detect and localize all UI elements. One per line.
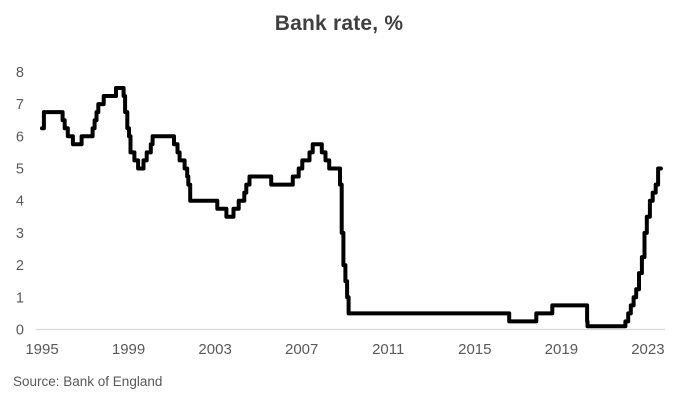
y-tick-label: 6 bbox=[16, 129, 24, 145]
chart-title: Bank rate, % bbox=[274, 12, 404, 35]
x-tick-label: 2007 bbox=[285, 341, 318, 358]
source-caption: Source: Bank of England bbox=[13, 374, 163, 389]
x-tick-label: 2011 bbox=[372, 341, 404, 358]
y-tick-label: 5 bbox=[16, 162, 24, 178]
y-tick-label: 2 bbox=[16, 258, 24, 274]
x-tick-label: 2015 bbox=[458, 341, 491, 358]
x-tick-label: 2019 bbox=[545, 341, 578, 358]
y-tick-label: 0 bbox=[16, 323, 24, 339]
x-tick-label: 1995 bbox=[25, 341, 58, 358]
y-tick-label: 3 bbox=[16, 226, 24, 242]
y-tick-label: 7 bbox=[16, 97, 24, 113]
bank-rate-line bbox=[40, 86, 663, 329]
x-tick-label: 1999 bbox=[112, 341, 145, 358]
x-tick-label: 2003 bbox=[198, 341, 231, 358]
y-tick-label: 1 bbox=[16, 290, 24, 306]
y-tick-label: 8 bbox=[16, 65, 24, 81]
y-tick-label: 4 bbox=[16, 194, 24, 210]
x-tick-label: 2023 bbox=[631, 341, 664, 358]
